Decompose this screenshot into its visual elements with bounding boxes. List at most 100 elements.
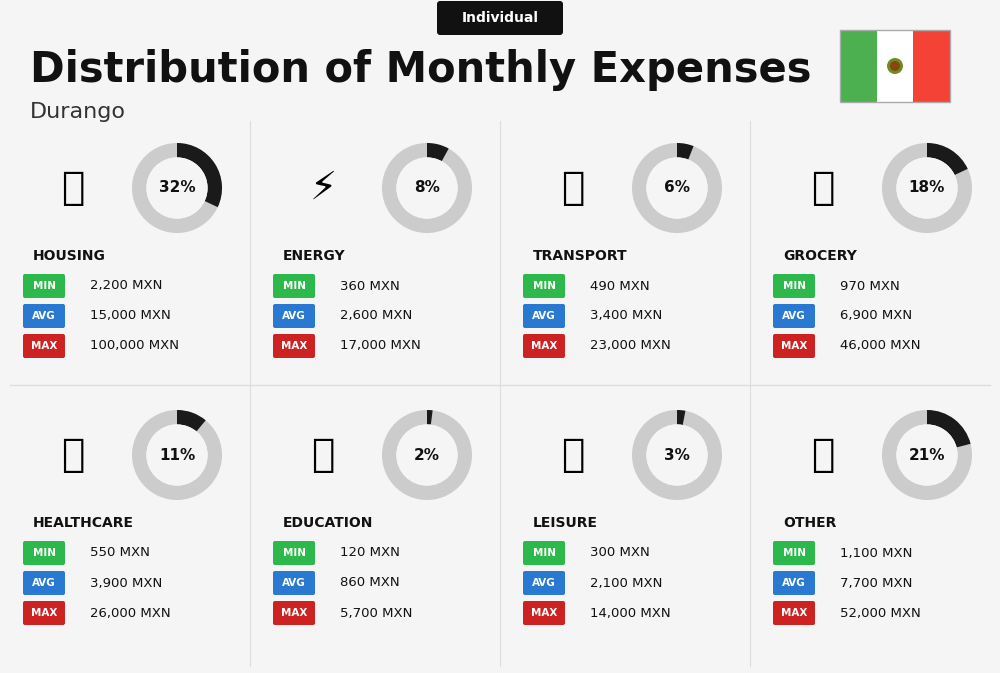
Text: AVG: AVG — [532, 578, 556, 588]
FancyBboxPatch shape — [273, 274, 315, 298]
Text: Distribution of Monthly Expenses: Distribution of Monthly Expenses — [30, 49, 812, 91]
Text: 5,700 MXN: 5,700 MXN — [340, 606, 412, 620]
FancyBboxPatch shape — [23, 274, 65, 298]
Wedge shape — [132, 143, 222, 233]
Text: GROCERY: GROCERY — [783, 249, 857, 263]
Wedge shape — [427, 410, 433, 425]
FancyBboxPatch shape — [273, 571, 315, 595]
Text: 970 MXN: 970 MXN — [840, 279, 900, 293]
Text: 360 MXN: 360 MXN — [340, 279, 400, 293]
Text: MAX: MAX — [531, 608, 557, 618]
FancyBboxPatch shape — [523, 334, 565, 358]
Text: 2%: 2% — [414, 448, 440, 462]
Wedge shape — [427, 143, 449, 162]
Text: 17,000 MXN: 17,000 MXN — [340, 339, 421, 353]
Text: ⚡: ⚡ — [309, 169, 337, 207]
Text: Individual: Individual — [462, 11, 538, 25]
Text: Durango: Durango — [30, 102, 126, 122]
FancyBboxPatch shape — [523, 571, 565, 595]
FancyBboxPatch shape — [23, 571, 65, 595]
Text: MAX: MAX — [281, 341, 307, 351]
Text: 21%: 21% — [909, 448, 945, 462]
Circle shape — [146, 157, 208, 219]
Text: 2,600 MXN: 2,600 MXN — [340, 310, 412, 322]
Text: 120 MXN: 120 MXN — [340, 546, 400, 559]
Circle shape — [146, 425, 208, 486]
Text: AVG: AVG — [782, 578, 806, 588]
Text: 🎓: 🎓 — [311, 436, 335, 474]
Text: 23,000 MXN: 23,000 MXN — [590, 339, 671, 353]
Text: 15,000 MXN: 15,000 MXN — [90, 310, 171, 322]
FancyBboxPatch shape — [273, 334, 315, 358]
FancyBboxPatch shape — [273, 601, 315, 625]
Text: 3%: 3% — [664, 448, 690, 462]
Text: 3,900 MXN: 3,900 MXN — [90, 577, 162, 590]
Text: 8%: 8% — [414, 180, 440, 195]
Bar — [840, 30, 950, 102]
Wedge shape — [177, 143, 222, 207]
Circle shape — [646, 157, 708, 219]
FancyBboxPatch shape — [523, 304, 565, 328]
Circle shape — [646, 425, 708, 486]
Circle shape — [890, 61, 900, 71]
Text: 👛: 👛 — [811, 436, 835, 474]
Wedge shape — [927, 410, 971, 448]
Text: HOUSING: HOUSING — [33, 249, 106, 263]
Text: LEISURE: LEISURE — [533, 516, 598, 530]
Text: 2,200 MXN: 2,200 MXN — [90, 279, 162, 293]
FancyBboxPatch shape — [523, 541, 565, 565]
FancyBboxPatch shape — [23, 334, 65, 358]
FancyBboxPatch shape — [773, 571, 815, 595]
Wedge shape — [177, 410, 206, 431]
Text: 46,000 MXN: 46,000 MXN — [840, 339, 920, 353]
Text: MIN: MIN — [782, 548, 806, 558]
FancyBboxPatch shape — [773, 274, 815, 298]
Text: 3,400 MXN: 3,400 MXN — [590, 310, 662, 322]
FancyBboxPatch shape — [273, 304, 315, 328]
Text: 1,100 MXN: 1,100 MXN — [840, 546, 912, 559]
Text: TRANSPORT: TRANSPORT — [533, 249, 628, 263]
Text: 100,000 MXN: 100,000 MXN — [90, 339, 179, 353]
Text: MAX: MAX — [281, 608, 307, 618]
Text: MIN: MIN — [283, 281, 306, 291]
Text: MIN: MIN — [283, 548, 306, 558]
Text: MIN: MIN — [32, 281, 56, 291]
Text: 11%: 11% — [159, 448, 195, 462]
FancyBboxPatch shape — [773, 601, 815, 625]
Wedge shape — [677, 410, 685, 425]
Wedge shape — [882, 143, 972, 233]
Wedge shape — [677, 143, 694, 160]
Text: AVG: AVG — [532, 311, 556, 321]
Text: 2,100 MXN: 2,100 MXN — [590, 577, 662, 590]
Text: 490 MXN: 490 MXN — [590, 279, 650, 293]
Circle shape — [887, 58, 903, 74]
Text: 14,000 MXN: 14,000 MXN — [590, 606, 671, 620]
Text: HEALTHCARE: HEALTHCARE — [33, 516, 134, 530]
FancyBboxPatch shape — [523, 601, 565, 625]
Text: 🛍: 🛍 — [561, 436, 585, 474]
FancyBboxPatch shape — [23, 541, 65, 565]
Wedge shape — [927, 143, 968, 175]
Text: EDUCATION: EDUCATION — [283, 516, 373, 530]
Text: MIN: MIN — [532, 281, 556, 291]
Text: OTHER: OTHER — [783, 516, 836, 530]
Text: 6,900 MXN: 6,900 MXN — [840, 310, 912, 322]
Text: 860 MXN: 860 MXN — [340, 577, 400, 590]
Text: MIN: MIN — [532, 548, 556, 558]
FancyBboxPatch shape — [773, 541, 815, 565]
Circle shape — [896, 425, 958, 486]
Bar — [913, 30, 950, 102]
FancyBboxPatch shape — [273, 541, 315, 565]
Text: MAX: MAX — [781, 608, 807, 618]
Text: 7,700 MXN: 7,700 MXN — [840, 577, 912, 590]
Wedge shape — [632, 143, 722, 233]
Text: AVG: AVG — [782, 311, 806, 321]
Text: 🏢: 🏢 — [61, 169, 85, 207]
Text: 52,000 MXN: 52,000 MXN — [840, 606, 921, 620]
Wedge shape — [882, 410, 972, 500]
Wedge shape — [632, 410, 722, 500]
FancyBboxPatch shape — [437, 1, 563, 35]
Text: 26,000 MXN: 26,000 MXN — [90, 606, 171, 620]
Text: MAX: MAX — [531, 341, 557, 351]
Text: ENERGY: ENERGY — [283, 249, 346, 263]
